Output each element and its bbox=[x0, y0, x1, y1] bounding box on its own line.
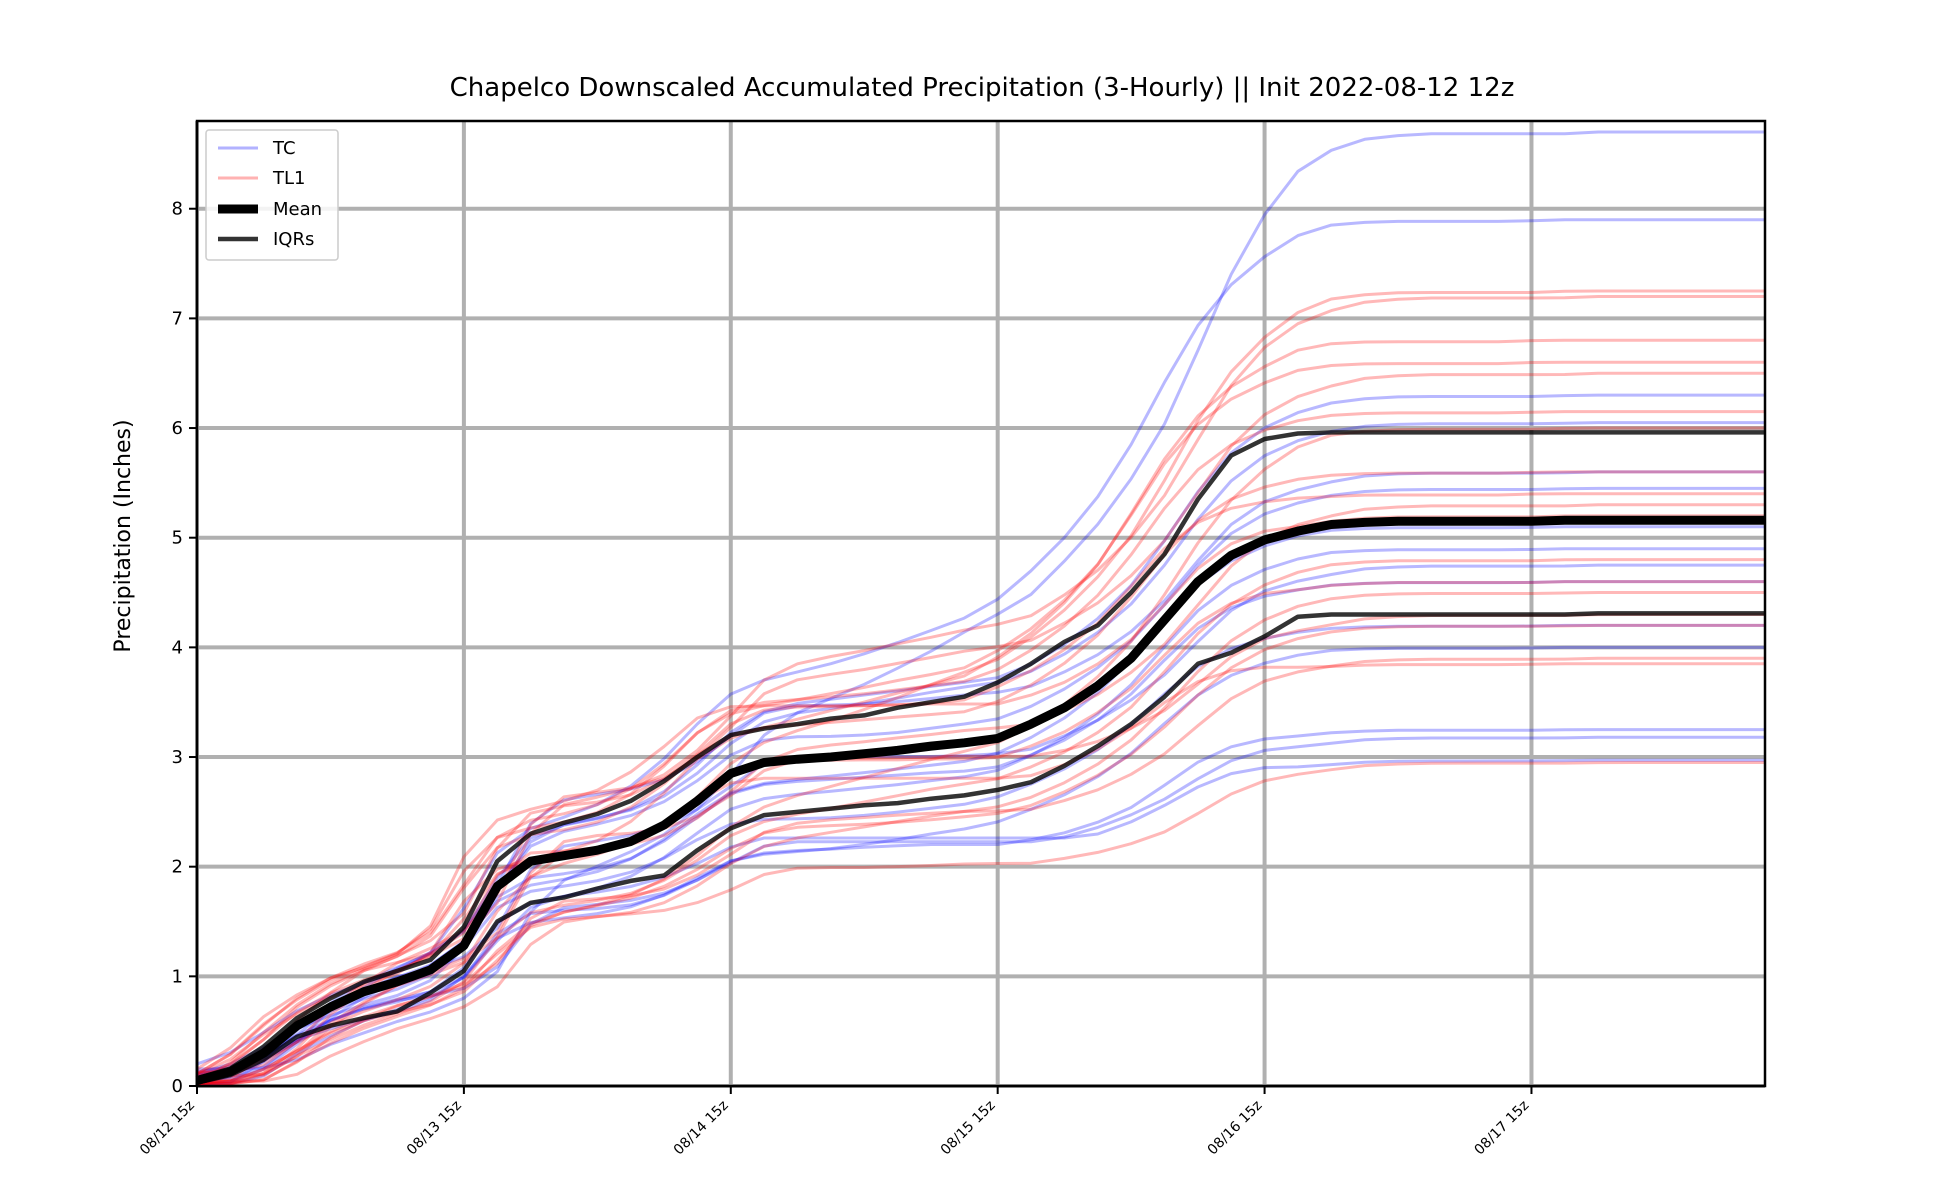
legend-box bbox=[205, 129, 339, 261]
ensemble-member-line-tl1 bbox=[196, 470, 1765, 1084]
ensemble-member-line-tc bbox=[196, 218, 1765, 1066]
y-tick-label: 5 bbox=[172, 528, 183, 549]
y-tick-label: 3 bbox=[172, 747, 183, 768]
ensemble-member-line-tl1 bbox=[196, 338, 1765, 1077]
ensemble-member-line-tl1 bbox=[197, 761, 1765, 1083]
ensemble-member-line-tc bbox=[196, 645, 1765, 1074]
ensemble-member-line-tl1 bbox=[197, 295, 1765, 1086]
y-tick-label: 0 bbox=[172, 1076, 183, 1097]
ensemble-member-line-tl1 bbox=[196, 580, 1765, 1079]
ensemble-member-line-tl1 bbox=[197, 558, 1765, 1086]
legend: TC TL1 Mean IQRs bbox=[205, 129, 339, 261]
ensemble-member-line-tl1 bbox=[197, 503, 1765, 1083]
legend-tc-label: TC bbox=[272, 138, 296, 159]
ensemble-member-line-tc bbox=[197, 728, 1765, 1086]
ensemble-member-line-tc bbox=[196, 735, 1765, 1076]
chart-title: Chapelco Downscaled Accumulated Precipit… bbox=[450, 73, 1515, 103]
ensemble-member-line-tl1 bbox=[196, 492, 1765, 1071]
y-tick-label: 2 bbox=[172, 857, 183, 878]
legend-tl1-label: TL1 bbox=[272, 168, 305, 189]
ensemble-members bbox=[196, 130, 1765, 1086]
y-tick-label: 8 bbox=[172, 199, 183, 220]
ensemble-member-line-tc bbox=[196, 758, 1765, 1086]
ensemble-member-line-tc bbox=[196, 547, 1765, 1086]
legend-iqrs-label: IQRs bbox=[273, 229, 314, 250]
ensemble-member-line-tl1 bbox=[196, 410, 1765, 1076]
series-line-mean bbox=[195, 515, 1765, 1085]
y-tick-label: 1 bbox=[172, 966, 183, 987]
ensemble-member-line-tl1 bbox=[196, 289, 1765, 1075]
legend-mean-label: Mean bbox=[273, 199, 322, 220]
ensemble-member-line-tl1 bbox=[196, 591, 1765, 1086]
y-tick-label: 6 bbox=[172, 418, 183, 439]
ensemble-member-line-tl1 bbox=[196, 662, 1765, 1083]
series-line-iqr-upper bbox=[196, 430, 1765, 1081]
ensemble-member-line-tc bbox=[196, 563, 1765, 1077]
ensemble-member-line-tc bbox=[197, 130, 1765, 1071]
y-axis-label: Precipitation (Inches) bbox=[111, 419, 136, 652]
ensemble-member-line-tl1 bbox=[196, 360, 1765, 1076]
ensemble-member-line-tl1 bbox=[196, 623, 1765, 1086]
plot-frame bbox=[195, 119, 1767, 1088]
y-tick-label: 4 bbox=[172, 637, 183, 658]
series-line-iqr-lower bbox=[196, 611, 1765, 1085]
y-tick-label: 7 bbox=[172, 308, 183, 329]
ensemble-member-line-tl1 bbox=[197, 426, 1765, 1086]
y-axis: 0 1 2 3 4 5 6 7 8 bbox=[172, 199, 197, 1097]
summary-lines bbox=[195, 430, 1765, 1085]
ensemble-member-line-tl1 bbox=[197, 656, 1765, 1086]
